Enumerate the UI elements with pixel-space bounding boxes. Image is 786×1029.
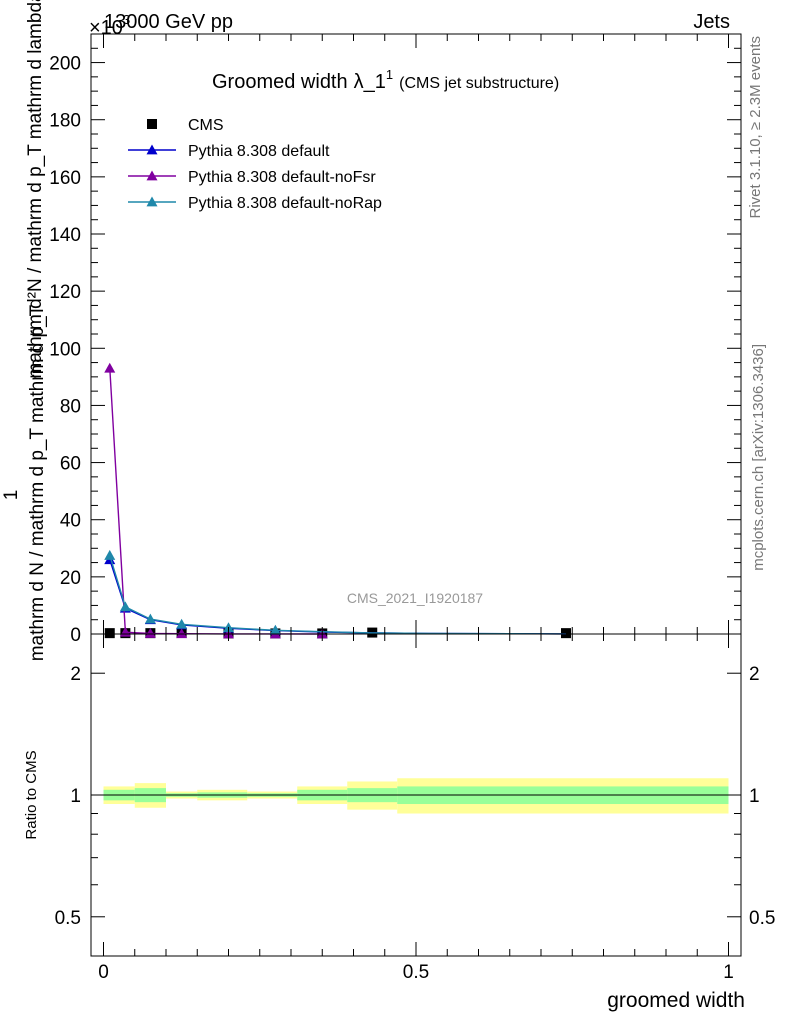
- main-plot: CMS_2021_I1920187 Groomed width λ_11(CMS …: [1, 0, 742, 661]
- legend-marker: [146, 196, 158, 207]
- legend-marker: [147, 119, 157, 129]
- ratio-y-tick-label: 2: [70, 664, 81, 685]
- y-tick-label: 200: [49, 54, 81, 75]
- series-2-line: [109, 368, 323, 635]
- series-0-point: [104, 628, 115, 639]
- main-title-text: Groomed width: [212, 71, 348, 93]
- legend-label: Pythia 8.308 default-noFsr: [188, 169, 376, 186]
- series-3-point: [119, 601, 131, 612]
- header-right: Jets: [693, 11, 730, 33]
- ratio-y-tick-label: 0.5: [55, 908, 81, 929]
- y-tick-label: 100: [49, 339, 81, 360]
- main-title-note: (CMS jet substructure): [399, 75, 559, 92]
- x-tick-label: 0: [98, 962, 109, 983]
- header-exponent-base: ×10: [89, 17, 123, 39]
- ratio-y-label: Ratio to CMS: [23, 750, 40, 839]
- series-1-line: [109, 559, 567, 635]
- y-label-denominator: mathrm d N / mathrm d p_T mathrm d p_T: [27, 304, 48, 661]
- x-tick-label: 0.5: [403, 962, 429, 983]
- y-tick-label: 80: [60, 396, 81, 417]
- legend-label: CMS: [188, 117, 224, 134]
- ratio-plot-content: [103, 778, 729, 814]
- y-tick-label: 0: [70, 625, 81, 646]
- header-exponent-power: 3: [123, 12, 130, 27]
- legend-label: Pythia 8.308 default: [188, 143, 330, 160]
- header-left: 13000 GeV pp: [104, 11, 233, 33]
- series-2-point: [144, 627, 156, 638]
- legend-marker: [146, 144, 158, 155]
- y-tick-label: 120: [49, 282, 81, 303]
- watermark: CMS_2021_I1920187: [347, 590, 483, 606]
- x-axis-label: groomed width: [607, 989, 745, 1012]
- series-3-line: [109, 555, 567, 635]
- y-label-main: mathrm d²N / mathrm d p_T mathrm d lambd…: [25, 0, 46, 379]
- ratio-plot: 0.5 0.5 1 1 2 2 0 0.5 1 Ratio to CMS groomed wid…: [23, 633, 775, 1012]
- y-tick-label: 140: [49, 225, 81, 246]
- ratio-axes: 0.5 0.5 1 1 2 2 0 0.5 1: [55, 633, 775, 983]
- ratio-y-tick-label-right: 2: [749, 664, 760, 685]
- ratio-y-tick-label: 1: [70, 786, 81, 807]
- ratio-y-tick-label-right: 1: [749, 786, 760, 807]
- main-plot-title: Groomed width λ_11 (CMS jet substructure): [212, 67, 559, 93]
- y-label-numerator: 1: [1, 490, 22, 501]
- y-tick-label: 180: [49, 111, 81, 132]
- main-title-sup: 1: [386, 67, 393, 82]
- main-plot-content: [104, 362, 571, 639]
- y-tick-label: 20: [60, 568, 81, 589]
- series-3-point: [104, 549, 116, 560]
- series-3-point: [269, 624, 281, 635]
- y-tick-label: 60: [60, 454, 81, 475]
- y-tick-label: 40: [60, 511, 81, 532]
- header-exponent: ×103: [89, 12, 130, 39]
- legend-label: Pythia 8.308 default-noRap: [188, 195, 382, 212]
- main-title-symbol: λ_1: [354, 71, 386, 93]
- main-axes: 0 20 40 60 80 100 120 140 160 180 200: [49, 33, 742, 646]
- series-2-point: [176, 628, 188, 639]
- x-tick-label: 1: [723, 962, 734, 983]
- series-2-point: [104, 362, 116, 373]
- series-0-point: [561, 628, 571, 639]
- legend: CMS Pythia 8.308 default Pythia 8.308 defa…: [128, 117, 382, 212]
- rivet-info: Rivet 3.1.10, ≥ 2.3M events: [747, 36, 764, 219]
- series-3-point: [176, 618, 188, 629]
- legend-marker: [146, 170, 158, 181]
- ratio-y-tick-label-right: 0.5: [749, 908, 775, 929]
- mcplots-info: mcplots.cern.ch [arXiv:1306.3436]: [750, 344, 767, 571]
- y-tick-label: 160: [49, 168, 81, 189]
- series-3-point: [144, 613, 156, 624]
